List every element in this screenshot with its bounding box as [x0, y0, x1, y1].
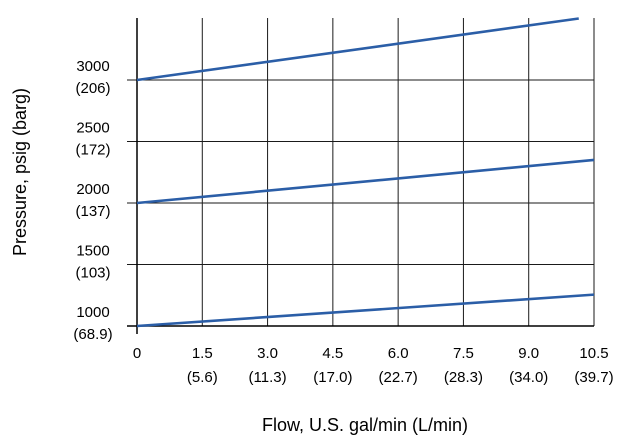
x-tick-label: 10.5	[579, 345, 608, 362]
axis-layer	[127, 18, 594, 334]
series-line-3	[136, 17, 579, 82]
x-tick-label: 7.5	[453, 345, 474, 362]
x-tick-label: 6.0	[388, 345, 409, 362]
x-tick-label: 0	[133, 345, 141, 362]
y-tick-label: 1000	[76, 304, 109, 321]
y-tick-label: 2500	[76, 120, 109, 137]
y-tick-sublabel: (137)	[75, 203, 110, 220]
tick-label-layer: 0 1.5 (5.6) 3.0 (11.3) 4.5 (17.0) 6.0 (22.7) 7.5 (…	[73, 58, 613, 386]
y-tick-label: 2000	[76, 181, 109, 198]
y-tick-sublabel: (172)	[75, 142, 110, 159]
y-tick-sublabel: (103)	[75, 265, 110, 282]
y-tick-sublabel: (206)	[75, 80, 110, 97]
x-tick-sublabel: (11.3)	[249, 369, 287, 386]
y-axis-title: Pressure, psig (barg)	[10, 88, 30, 256]
series-line-1	[136, 293, 595, 328]
x-tick-sublabel: (5.6)	[187, 369, 218, 386]
x-tick-label: 1.5	[192, 345, 213, 362]
x-axis-title: Flow, U.S. gal/min (L/min)	[262, 415, 468, 435]
x-tick-sublabel: (17.0)	[313, 369, 352, 386]
grid-layer	[127, 18, 595, 326]
y-tick-label: 1500	[76, 243, 109, 260]
x-tick-sublabel: (28.3)	[444, 369, 483, 386]
series-line-2	[136, 158, 595, 205]
y-tick-label: 3000	[76, 58, 109, 75]
x-tick-sublabel: (39.7)	[574, 369, 613, 386]
x-tick-sublabel: (22.7)	[379, 369, 418, 386]
x-tick-label: 3.0	[257, 345, 278, 362]
y-tick-sublabel: (68.9)	[73, 326, 112, 343]
x-tick-label: 9.0	[518, 345, 539, 362]
series-layer	[136, 17, 595, 328]
x-tick-sublabel: (34.0)	[509, 369, 548, 386]
x-tick-label: 4.5	[322, 345, 343, 362]
